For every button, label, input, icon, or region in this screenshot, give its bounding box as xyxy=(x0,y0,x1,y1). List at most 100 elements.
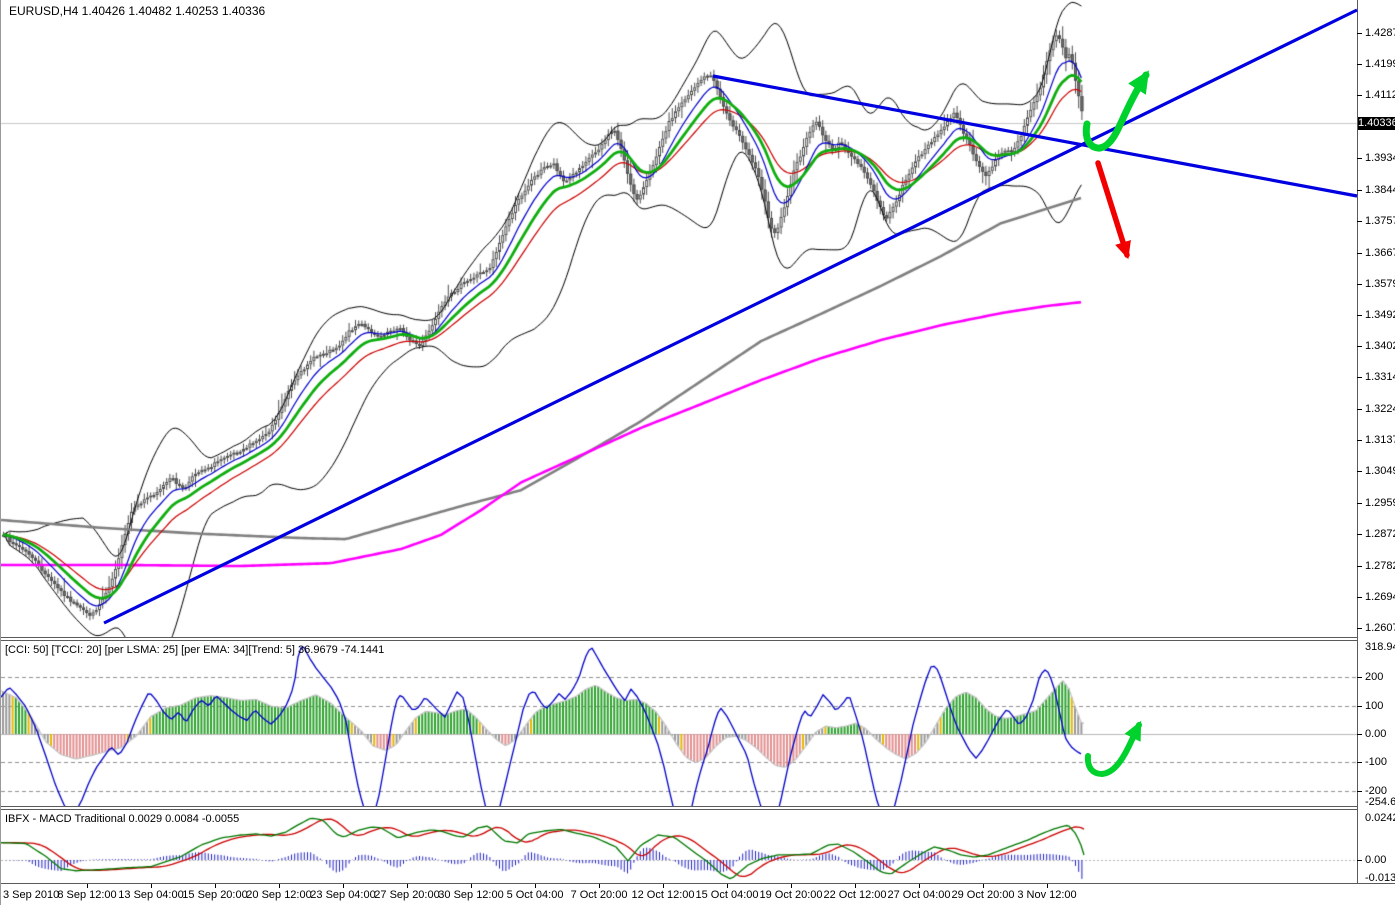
axis-tick xyxy=(1357,33,1362,34)
cci-axis-label: 100 xyxy=(1365,699,1384,712)
axis-tick xyxy=(1357,706,1362,707)
axis-tick xyxy=(1047,884,1048,888)
time-axis-label: 8 Sep 12:00 xyxy=(57,889,117,901)
axis-tick xyxy=(599,884,600,888)
axis-tick xyxy=(727,884,728,888)
current-price-box: 1.40336 xyxy=(1358,117,1395,130)
macd-axis-label: 0.00 xyxy=(1365,854,1387,866)
axis-tick xyxy=(1357,190,1362,191)
time-axis-label: 22 Oct 12:00 xyxy=(823,889,887,901)
panel-splitter-bottom[interactable] xyxy=(1,806,1357,810)
axis-tick xyxy=(1357,597,1362,598)
cci-indicator-label: [CCI: 50] [TCCI: 20] [per LSMA: 25] [per… xyxy=(5,644,385,656)
price-axis-label: 1.38445 xyxy=(1365,183,1395,196)
axis-tick xyxy=(1357,95,1362,96)
price-axis-label: 1.32245 xyxy=(1365,403,1395,416)
axis-tick xyxy=(1357,762,1362,763)
price-axis[interactable] xyxy=(1357,0,1395,883)
time-axis-label: 15 Oct 04:00 xyxy=(695,889,759,901)
price-axis-label: 1.27820 xyxy=(1365,560,1395,573)
axis-tick xyxy=(1357,791,1362,792)
cci-axis-label: -254.670 xyxy=(1365,796,1395,808)
cci-bullish-arrow-annotation[interactable] xyxy=(1084,720,1142,778)
time-axis[interactable]: 3 Sep 2010 8 Sep 12:00 13 Sep 04:00 15 Sep … xyxy=(1,883,1395,905)
price-axis-label: 1.34920 xyxy=(1365,308,1395,321)
panel-splitter-top[interactable] xyxy=(1,637,1357,641)
price-axis-label: 1.29595 xyxy=(1365,497,1395,510)
time-axis-label: 13 Sep 04:00 xyxy=(118,889,184,901)
chart-title: EURUSD,H4 1.40426 1.40482 1.40253 1.4033… xyxy=(9,4,266,18)
axis-tick xyxy=(1357,409,1362,410)
axis-tick xyxy=(471,884,472,888)
cci-axis-label: -200 xyxy=(1365,784,1388,797)
price-axis-label: 1.34020 xyxy=(1365,340,1395,353)
axis-tick xyxy=(215,884,216,888)
axis-tick xyxy=(1357,346,1362,347)
axis-tick xyxy=(1357,471,1362,472)
bearish-arrow-annotation[interactable] xyxy=(1095,160,1131,260)
macd-axis-label: -0.0134 xyxy=(1365,872,1395,884)
cci-indicator-canvas[interactable] xyxy=(1,641,1357,806)
time-axis-label: 23 Sep 04:00 xyxy=(310,889,376,901)
price-axis-label: 1.35795 xyxy=(1365,277,1395,290)
axis-tick xyxy=(791,884,792,888)
axis-tick xyxy=(1357,734,1362,735)
macd-indicator-label: IBFX - MACD Traditional 0.0029 0.0084 -0… xyxy=(5,813,240,825)
bullish-arrow-annotation[interactable] xyxy=(1082,70,1150,152)
time-axis-label: 30 Sep 12:00 xyxy=(438,889,504,901)
price-axis-label: 1.31370 xyxy=(1365,434,1395,447)
time-axis-label: 27 Oct 04:00 xyxy=(887,889,951,901)
axis-tick xyxy=(919,884,920,888)
time-axis-label: 3 Nov 12:00 xyxy=(1017,889,1077,901)
time-axis-label: 5 Oct 04:00 xyxy=(506,889,564,901)
price-axis-label: 1.30495 xyxy=(1365,465,1395,478)
price-axis-label: 1.39345 xyxy=(1365,151,1395,164)
descending-trendline-object[interactable] xyxy=(712,74,1358,198)
axis-tick xyxy=(1357,221,1362,222)
time-axis-label: 20 Sep 12:00 xyxy=(246,889,312,901)
axis-tick xyxy=(1357,677,1362,678)
time-axis-label: 7 Oct 20:00 xyxy=(570,889,628,901)
price-axis-label: 1.26070 xyxy=(1365,622,1395,634)
axis-tick xyxy=(151,884,152,888)
price-axis-label: 1.41120 xyxy=(1365,88,1395,101)
axis-tick xyxy=(407,884,408,888)
time-axis-label: 19 Oct 20:00 xyxy=(759,889,823,901)
price-axis-label: 1.28720 xyxy=(1365,528,1395,541)
time-axis-label: 27 Sep 20:00 xyxy=(374,889,440,901)
price-axis-label: 1.37570 xyxy=(1365,214,1395,227)
cci-axis-label: -100 xyxy=(1365,756,1388,769)
main-chart-canvas[interactable] xyxy=(1,0,1357,637)
axis-tick xyxy=(1357,284,1362,285)
time-axis-label: 29 Oct 20:00 xyxy=(951,889,1015,901)
axis-tick xyxy=(343,884,344,888)
axis-tick xyxy=(1357,534,1362,535)
axis-tick xyxy=(1357,628,1362,629)
axis-tick xyxy=(1357,566,1362,567)
axis-tick xyxy=(1357,377,1362,378)
price-axis-label: 1.36670 xyxy=(1365,246,1395,259)
axis-tick xyxy=(1357,440,1362,441)
macd-indicator-canvas[interactable] xyxy=(1,810,1357,883)
price-axis-label: 1.41995 xyxy=(1365,57,1395,70)
axis-tick xyxy=(279,884,280,888)
axis-tick xyxy=(1357,158,1362,159)
axis-tick xyxy=(1357,64,1362,65)
axis-tick xyxy=(983,884,984,888)
axis-tick xyxy=(1357,315,1362,316)
cci-axis-label: 200 xyxy=(1365,671,1384,684)
ascending-trendline-object[interactable] xyxy=(103,8,1358,625)
axis-tick xyxy=(1357,253,1362,254)
price-axis-label: 1.33145 xyxy=(1365,371,1395,384)
price-axis-label: 1.42870 xyxy=(1365,27,1395,39)
time-axis-label: 3 Sep 2010 xyxy=(3,889,60,901)
price-axis-label: 1.26945 xyxy=(1365,591,1395,604)
cci-axis-label: 318.9417 xyxy=(1365,641,1395,653)
axis-tick xyxy=(1357,503,1362,504)
axis-tick xyxy=(87,884,88,888)
time-axis-label: 15 Sep 20:00 xyxy=(182,889,248,901)
macd-axis-label: 0.0242 xyxy=(1365,812,1395,824)
axis-tick xyxy=(663,884,664,888)
